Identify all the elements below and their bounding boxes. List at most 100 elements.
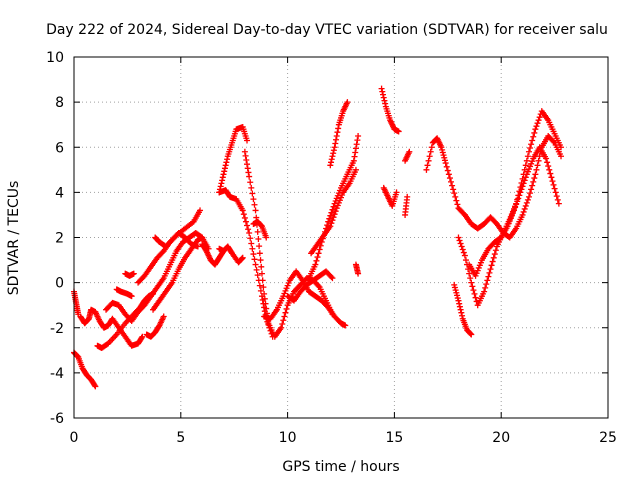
plot-frame [73, 56, 609, 419]
data-point [521, 177, 528, 184]
series-arc-28 [423, 135, 468, 218]
data-point [406, 148, 413, 155]
data-point [482, 284, 489, 291]
data-point [442, 160, 449, 167]
data-point [240, 211, 247, 218]
data-point [520, 180, 527, 187]
data-point [424, 162, 431, 169]
data-point [330, 203, 337, 210]
data-point [333, 136, 340, 143]
y-tick-label: 0 [55, 276, 64, 292]
data-point [446, 175, 453, 182]
data-point [483, 281, 490, 288]
data-point [380, 94, 387, 101]
data-point [128, 293, 135, 300]
data-point [312, 261, 319, 268]
data-point [472, 294, 479, 301]
data-point [326, 215, 333, 222]
data-point [492, 247, 499, 254]
data-point [316, 246, 323, 253]
data-point [521, 166, 528, 173]
data-point [536, 153, 543, 160]
data-point [514, 198, 521, 205]
data-point [524, 153, 531, 160]
data-point [255, 236, 262, 243]
data-point [468, 331, 475, 338]
data-point [525, 193, 532, 200]
data-point [257, 257, 264, 264]
series-arc-13 [216, 243, 246, 266]
data-point [254, 272, 261, 279]
data-point [258, 263, 265, 270]
series-arc-19 [284, 268, 336, 304]
data-point [331, 144, 338, 151]
data-point [393, 189, 400, 196]
data-point [551, 185, 558, 192]
series-arc-6 [113, 286, 135, 300]
data-point [470, 287, 477, 294]
data-point [524, 196, 531, 203]
chart-title: Day 222 of 2024, Sidereal Day-to-day VTE… [46, 22, 608, 38]
data-point [218, 180, 225, 187]
y-tick-label: 6 [55, 140, 64, 156]
data-point [327, 212, 334, 219]
data-point [258, 270, 265, 277]
series-arc-18 [261, 268, 349, 329]
data-point [354, 137, 361, 144]
data-point [283, 305, 290, 312]
data-point [327, 223, 334, 230]
data-point [525, 148, 532, 155]
x-axis-label: GPS time / hours [282, 459, 399, 475]
data-point [160, 313, 167, 320]
series-arc-32 [466, 144, 562, 279]
data-point [313, 257, 320, 264]
data-point [519, 183, 526, 190]
data-point [455, 297, 462, 304]
data-point [248, 184, 255, 191]
data-point [130, 270, 137, 277]
data-point [458, 309, 465, 316]
data-point [481, 288, 488, 295]
data-point [487, 266, 494, 273]
data-point [244, 165, 251, 172]
data-point [244, 137, 251, 144]
data-point [547, 170, 554, 177]
data-point [244, 161, 251, 168]
data-point [256, 243, 263, 250]
data-point [327, 162, 334, 169]
data-point [260, 284, 267, 291]
data-point [534, 162, 541, 169]
y-tick-label: 10 [46, 50, 64, 66]
data-point [523, 199, 530, 206]
data-point [253, 266, 260, 273]
series-arc-27 [402, 193, 411, 218]
y-axis-ticks: -6 -4 -2 0 2 4 6 8 10 [46, 50, 608, 427]
data-point [220, 171, 227, 178]
data-point [520, 208, 527, 215]
data-point [242, 218, 249, 225]
data-point [459, 246, 466, 253]
data-point [531, 175, 538, 182]
data-point [246, 229, 253, 236]
x-tick-label: 5 [176, 430, 185, 446]
data-point [331, 211, 338, 218]
data-point [251, 201, 258, 208]
data-point [453, 197, 460, 204]
data-point [239, 255, 246, 262]
data-point [484, 277, 491, 284]
data-point [521, 205, 528, 212]
data-point [522, 162, 529, 169]
series-arc-12 [199, 241, 227, 268]
data-point [456, 303, 463, 310]
x-tick-label: 0 [70, 430, 79, 446]
data-point [423, 166, 430, 173]
data-point [352, 149, 359, 156]
data-point [395, 128, 402, 135]
data-point [315, 250, 322, 257]
data-point [460, 249, 467, 256]
data-point [263, 234, 270, 241]
data-point [329, 206, 336, 213]
data-point [534, 120, 541, 127]
x-tick-label: 20 [492, 430, 510, 446]
x-tick-label: 25 [599, 430, 617, 446]
